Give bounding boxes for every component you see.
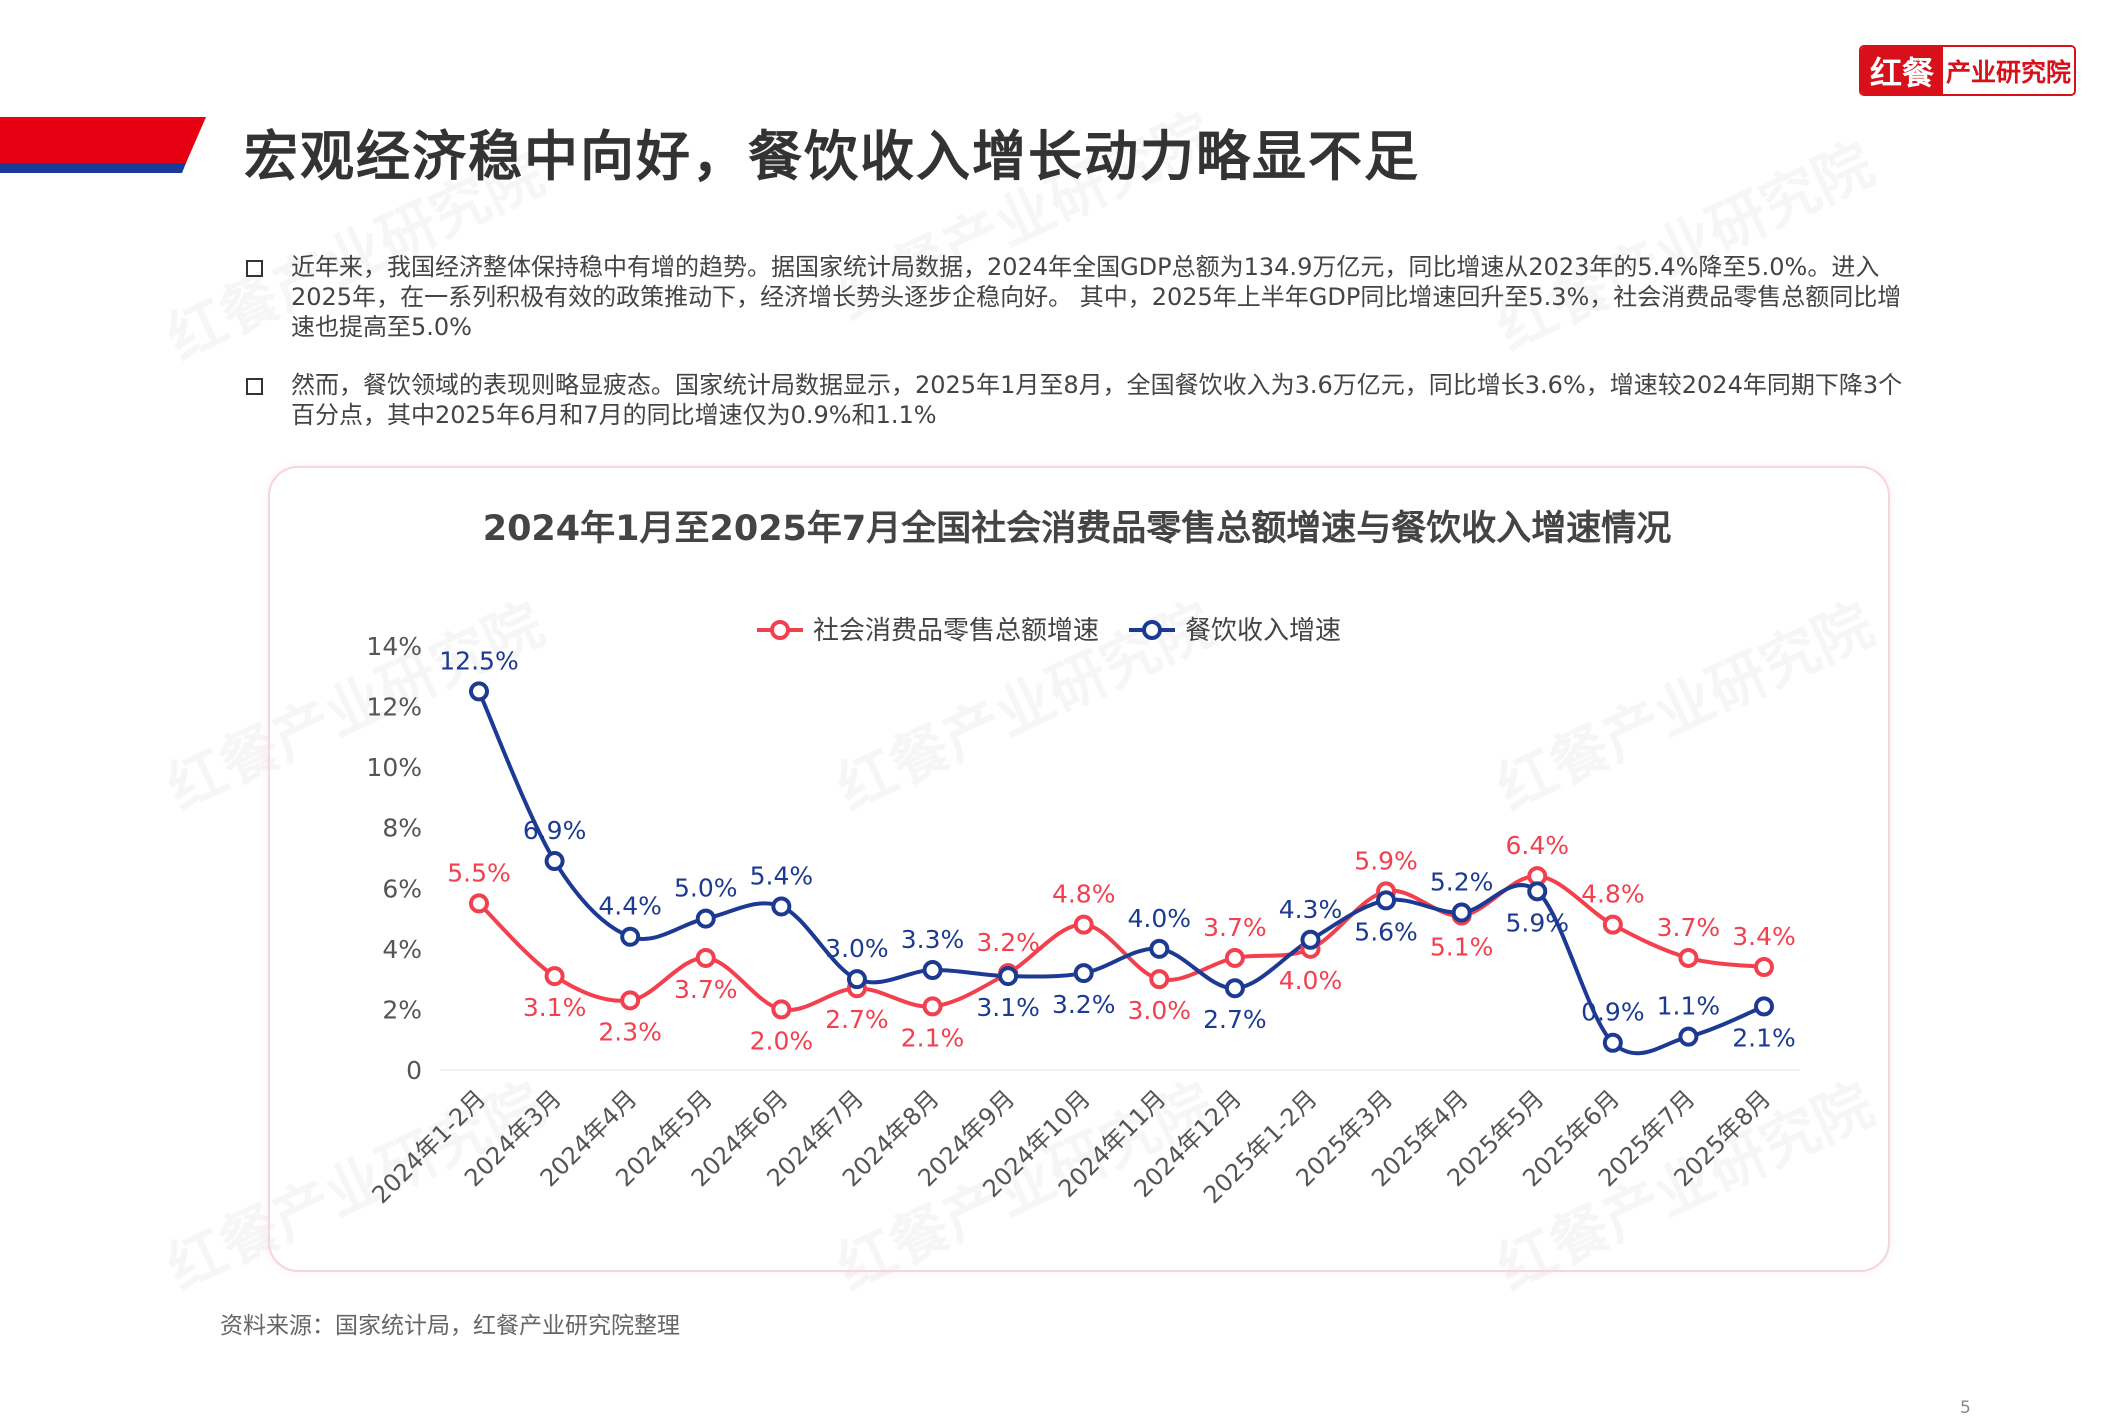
- data-label: 5.4%: [750, 861, 814, 890]
- logo-mark: 红餐: [1861, 47, 1943, 94]
- data-point: [469, 893, 489, 914]
- data-label: 1.1%: [1657, 992, 1721, 1021]
- bullet-paragraph: 然而，餐饮领域的表现则略显疲态。国家统计局数据显示，2025年1月至8月，全国餐…: [246, 370, 1916, 430]
- data-point: [1451, 902, 1472, 923]
- data-point: [998, 966, 1019, 987]
- data-point: [922, 996, 943, 1017]
- data-label: 6.4%: [1505, 831, 1569, 860]
- data-point: [544, 966, 565, 987]
- y-tick-label: 14%: [366, 632, 422, 661]
- data-label: 6.9%: [523, 816, 587, 845]
- y-tick-label: 12%: [366, 693, 422, 722]
- data-point: [1149, 938, 1170, 959]
- data-point: [1754, 996, 1774, 1017]
- data-label: 3.0%: [825, 934, 889, 963]
- y-tick-label: 2%: [382, 995, 422, 1024]
- data-label: 0.9%: [1581, 998, 1645, 1027]
- data-label: 3.7%: [1203, 913, 1267, 942]
- chart-title: 2024年1月至2025年7月全国社会消费品零售总额增速与餐饮收入增速情况: [483, 508, 1672, 549]
- chart-legend: 社会消费品零售总额增速 餐饮收入增速: [757, 616, 1341, 646]
- data-point: [1073, 963, 1094, 984]
- data-label: 2.1%: [1732, 1023, 1796, 1052]
- data-label: 5.5%: [447, 858, 511, 887]
- series-line: [477, 690, 1765, 1056]
- data-label: 3.4%: [1732, 922, 1796, 951]
- title-banner: [0, 117, 206, 173]
- y-tick-label: 8%: [382, 814, 422, 843]
- data-point: [1224, 978, 1245, 999]
- data-point: [1678, 1026, 1699, 1047]
- chart-series: 5.5% 3.1% 2.3% 3.7% 2.0% 2.7% 2.1% 3.2% 4.8% 3.0%…: [439, 646, 1795, 1055]
- chart-card: [268, 466, 1890, 1272]
- data-label: 3.2%: [976, 928, 1040, 957]
- data-point: [620, 990, 641, 1011]
- data-point: [544, 851, 565, 872]
- data-point: [1754, 957, 1774, 978]
- data-point: [922, 960, 943, 981]
- data-label: 3.1%: [976, 993, 1040, 1022]
- page-number: 5: [1960, 1398, 1971, 1418]
- data-label: 3.3%: [901, 925, 965, 954]
- data-point: [771, 999, 792, 1020]
- legend-swatch-marker: [770, 620, 790, 640]
- data-label: 2.1%: [901, 1023, 965, 1052]
- data-label: 5.9%: [1354, 846, 1418, 875]
- logo: 红餐 产业研究院: [1859, 45, 2076, 96]
- square-bullet-icon: [246, 260, 263, 277]
- data-label: 4.8%: [1052, 880, 1116, 909]
- data-point: [1527, 881, 1548, 902]
- y-tick-label: 0: [406, 1056, 422, 1085]
- y-tick-label: 4%: [382, 935, 422, 964]
- bullet-paragraph: 近年来，我国经济整体保持稳中有增的趋势。据国家统计局数据，2024年全国GDP总…: [246, 252, 1916, 342]
- data-label: 4.4%: [598, 892, 662, 921]
- data-point: [1678, 947, 1699, 968]
- data-label: 2.7%: [825, 1005, 889, 1034]
- data-point: [1300, 929, 1321, 950]
- legend-label: 社会消费品零售总额增速: [813, 616, 1099, 646]
- data-label: 5.6%: [1354, 917, 1418, 946]
- data-label: 3.1%: [523, 993, 587, 1022]
- legend-swatch-marker: [1142, 620, 1162, 640]
- data-label: 3.7%: [1657, 913, 1721, 942]
- data-label: 4.3%: [1279, 895, 1343, 924]
- data-label: 12.5%: [439, 646, 518, 675]
- data-point: [1149, 969, 1170, 990]
- data-label: 5.0%: [674, 874, 738, 903]
- data-point: [469, 681, 489, 702]
- data-label: 5.9%: [1505, 908, 1569, 937]
- source-note: 资料来源：国家统计局，红餐产业研究院整理: [220, 1313, 680, 1339]
- data-label: 5.2%: [1430, 868, 1494, 897]
- data-label: 5.1%: [1430, 933, 1494, 962]
- series-line: [477, 874, 1765, 1013]
- data-point: [1073, 914, 1094, 935]
- data-label: 3.0%: [1128, 996, 1192, 1025]
- x-tick-label: 2024年1-2月: [367, 1084, 492, 1209]
- data-label: 4.8%: [1581, 880, 1645, 909]
- data-point: [695, 947, 716, 968]
- data-point: [1602, 914, 1623, 935]
- data-label: 3.2%: [1052, 990, 1116, 1019]
- page-title: 宏观经济稳中向好，餐饮收入增长动力略显不足: [244, 125, 1420, 188]
- data-label: 2.3%: [598, 1017, 662, 1046]
- data-point: [771, 896, 792, 917]
- data-point: [1224, 947, 1245, 968]
- data-label: 2.0%: [750, 1026, 814, 1055]
- legend-label: 餐饮收入增速: [1185, 616, 1341, 646]
- data-label: 3.7%: [674, 975, 738, 1004]
- bullet-text: 近年来，我国经济整体保持稳中有增的趋势。据国家统计局数据，2024年全国GDP总…: [291, 253, 1902, 341]
- data-point: [1376, 890, 1397, 911]
- data-point: [1602, 1032, 1623, 1053]
- y-tick-label: 6%: [382, 874, 422, 903]
- data-point: [846, 969, 867, 990]
- square-bullet-icon: [246, 378, 263, 395]
- bullet-text: 然而，餐饮领域的表现则略显疲态。国家统计局数据显示，2025年1月至8月，全国餐…: [291, 371, 1903, 429]
- data-point: [695, 908, 716, 929]
- data-label: 4.0%: [1128, 904, 1192, 933]
- y-tick-label: 10%: [366, 753, 422, 782]
- data-label: 2.7%: [1203, 1005, 1267, 1034]
- data-point: [620, 926, 641, 947]
- logo-text: 产业研究院: [1943, 47, 2074, 94]
- data-label: 4.0%: [1279, 966, 1343, 995]
